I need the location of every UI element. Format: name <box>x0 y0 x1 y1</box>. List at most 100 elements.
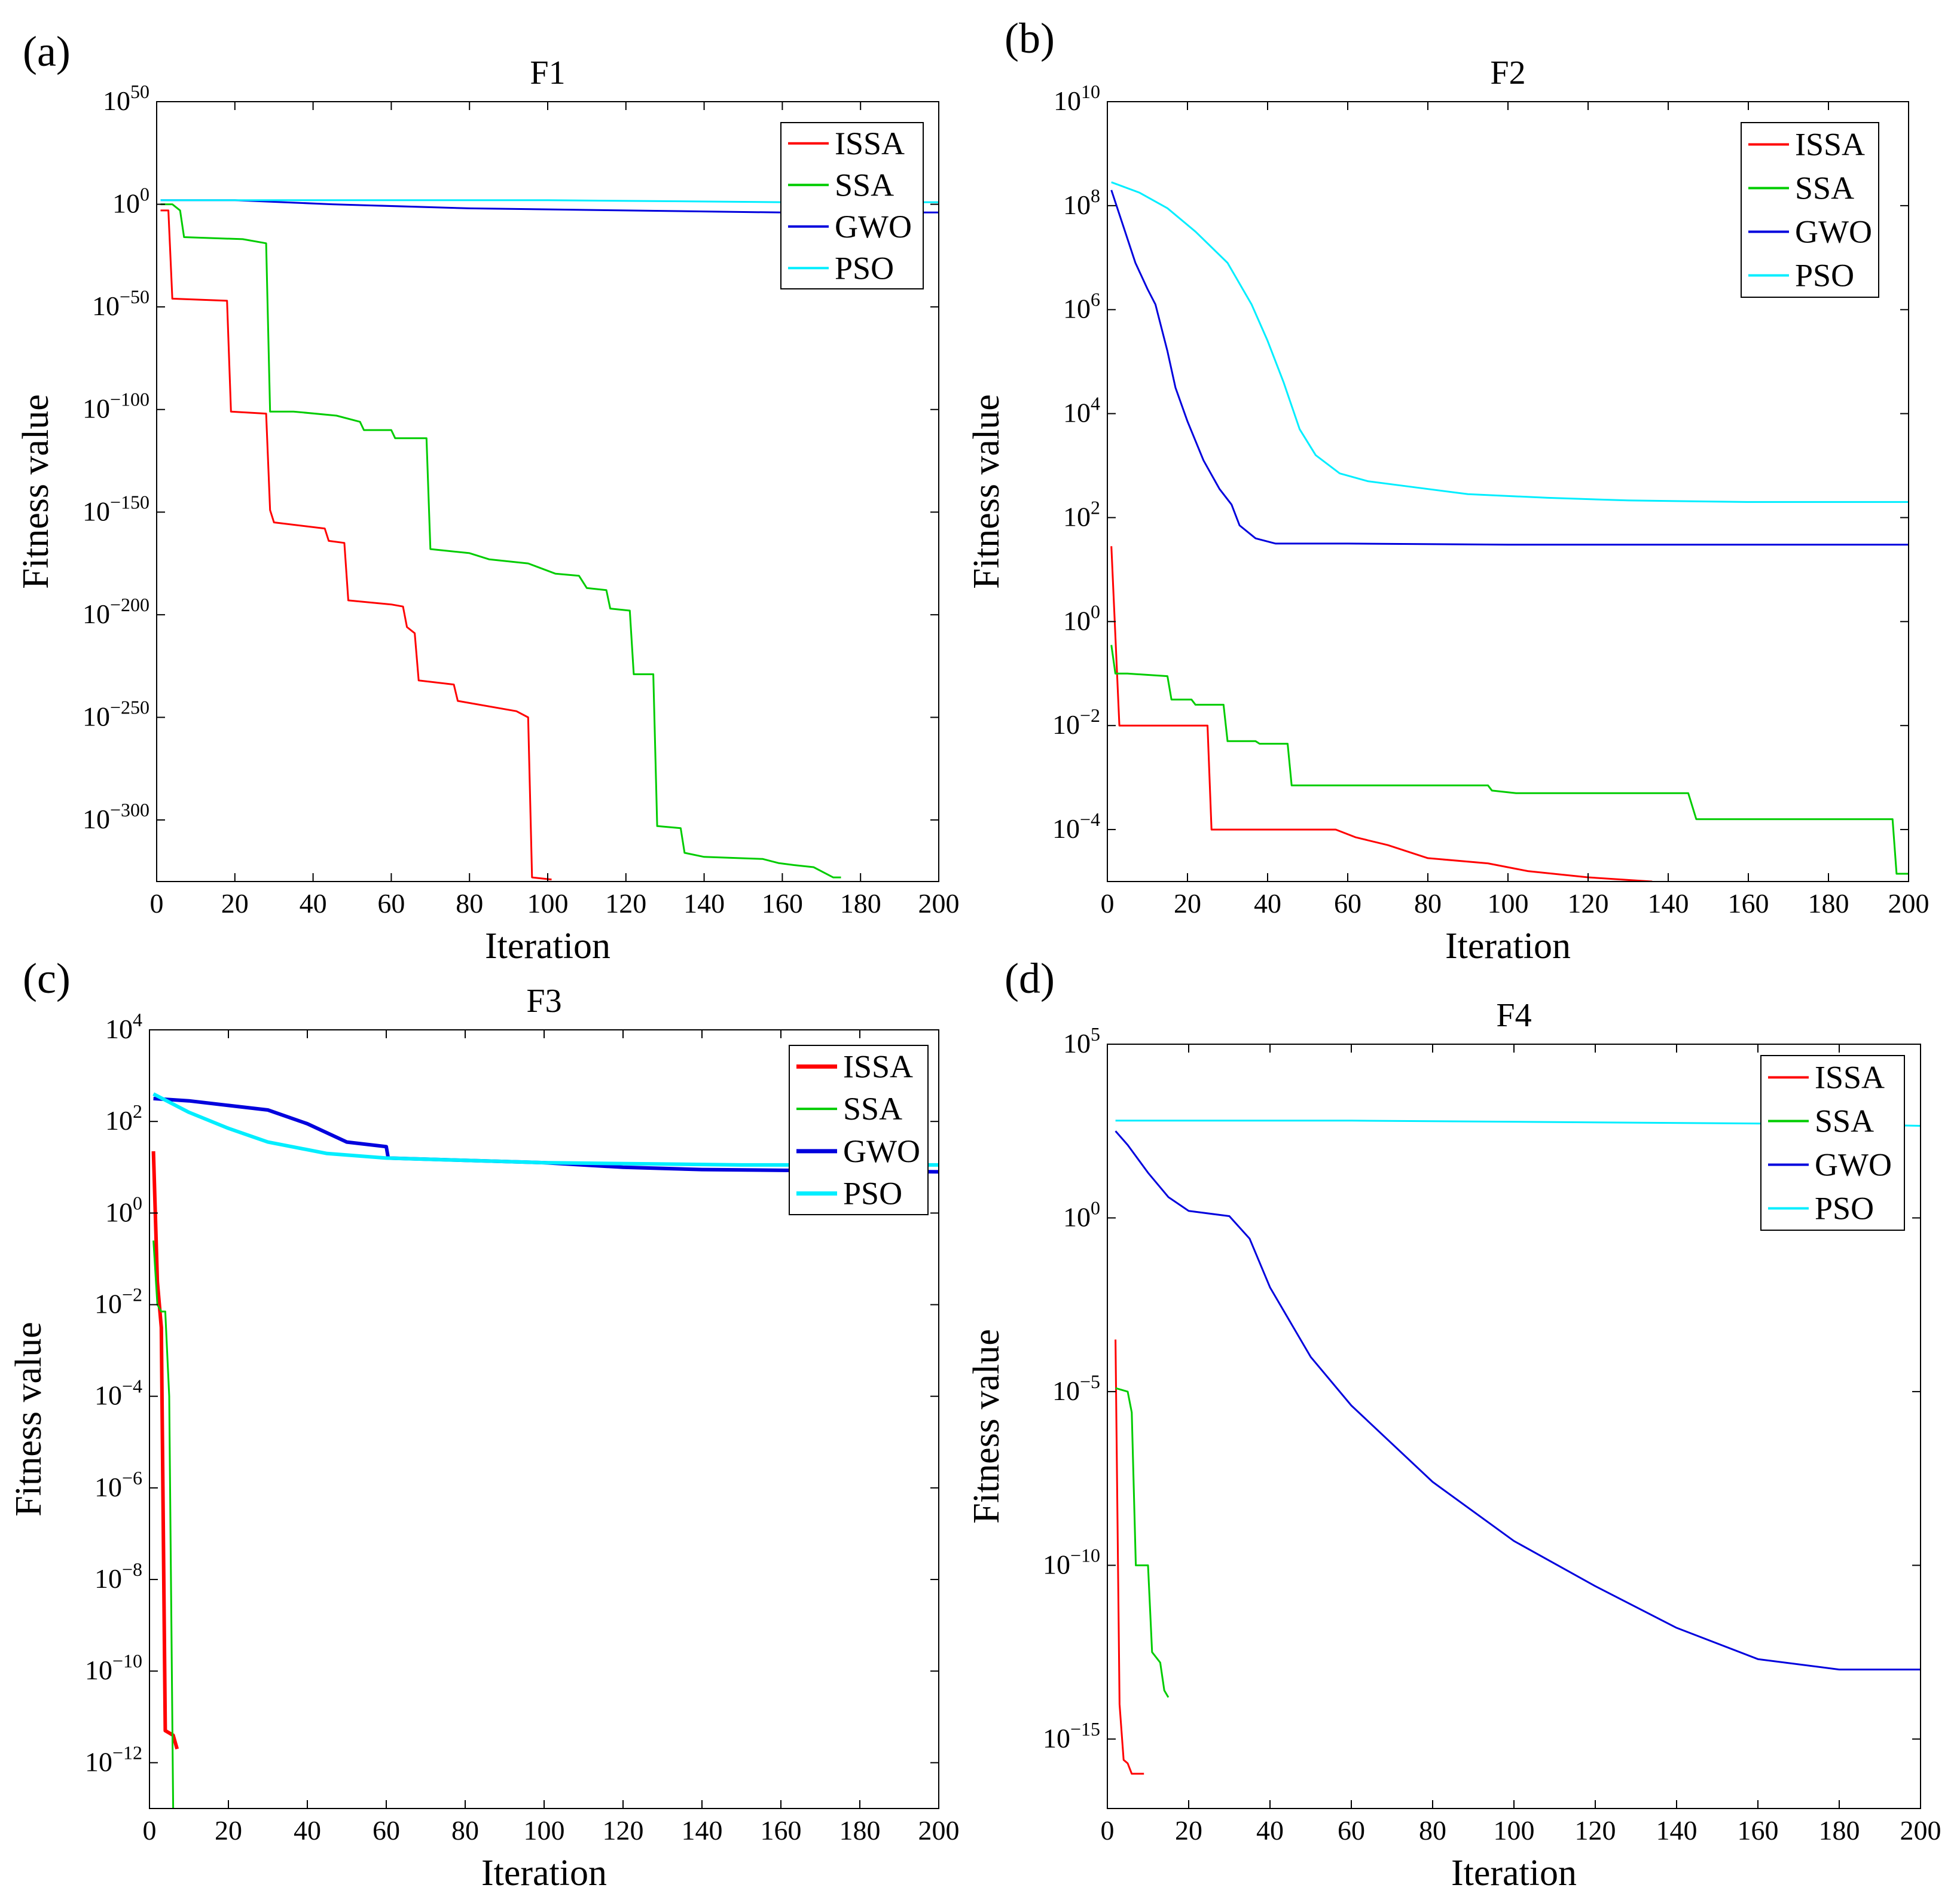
y-tick-label: 105 <box>1063 1023 1100 1059</box>
legend-box <box>780 122 924 289</box>
chart-panel-1: (a) F1 0 20 40 60 80 100 120 140 160 180 200 1050 100 1… <box>16 28 960 966</box>
x-tick-label: 120 <box>1568 888 1609 919</box>
y-axis-label: Fitness value <box>16 394 56 588</box>
legend-label-issa: ISSA <box>1815 1060 1885 1096</box>
chart-title: F2 <box>1490 54 1525 92</box>
legend-label-ssa: SSA <box>843 1091 902 1127</box>
y-tick-label: 100 <box>112 184 149 219</box>
legend-label-ssa: SSA <box>835 167 894 203</box>
x-tick-label: 180 <box>840 888 881 919</box>
y-tick-label: 10−150 <box>83 491 149 526</box>
x-tick-label: 40 <box>1256 1815 1284 1846</box>
legend-box <box>1760 1055 1905 1231</box>
panel-label: (a) <box>23 28 71 75</box>
x-tick-label: 180 <box>839 1815 881 1846</box>
series-line-issa <box>1110 546 1653 882</box>
x-tick-label: 120 <box>1575 1815 1616 1846</box>
legend-label-gwo: GWO <box>1815 1147 1892 1183</box>
y-tick-label: 10−10 <box>1043 1544 1100 1579</box>
x-tick-label: 80 <box>1419 1815 1446 1846</box>
x-axis-label: Iteration <box>485 926 610 966</box>
x-tick-label: 120 <box>603 1815 644 1846</box>
x-tick-label: 100 <box>524 1815 565 1846</box>
panel-label: (d) <box>1005 954 1055 1002</box>
y-tick-label: 104 <box>1063 393 1100 428</box>
legend: ISSA SSA GWO PSO <box>780 122 924 289</box>
legend-label-pso: PSO <box>843 1176 902 1212</box>
y-tick-label: 100 <box>105 1192 142 1227</box>
legend-label-gwo: GWO <box>835 209 912 245</box>
x-tick-label: 80 <box>456 888 483 919</box>
y-tick-label: 10−6 <box>94 1467 142 1502</box>
y-tick-label: 10−250 <box>83 696 149 731</box>
x-tick-label: 140 <box>683 888 725 919</box>
x-tick-label: 0 <box>143 1815 157 1846</box>
legend-label-issa: ISSA <box>843 1048 913 1084</box>
y-tick-label: 10−8 <box>94 1559 142 1594</box>
series-line-issa <box>160 209 552 881</box>
series-line-gwo <box>1110 190 1909 546</box>
x-tick-label: 80 <box>451 1815 479 1846</box>
x-tick-label: 200 <box>918 888 960 919</box>
legend-box <box>1741 122 1879 298</box>
legend-label-issa: ISSA <box>835 126 905 161</box>
x-tick-label: 20 <box>1175 1815 1202 1846</box>
chart-panel-2: (b) F2 0 20 40 60 80 100 120 140 160 180 200 1010 108 1… <box>966 14 1930 966</box>
y-axis-label: Fitness value <box>966 1329 1007 1523</box>
panel-label: (b) <box>1005 14 1055 62</box>
x-axis-label: Iteration <box>1445 926 1571 966</box>
x-tick-label: 100 <box>527 888 569 919</box>
y-tick-label: 10−10 <box>85 1650 142 1685</box>
x-tick-label: 0 <box>1101 888 1115 919</box>
series-line-ssa <box>1110 645 1909 875</box>
panel-label: (c) <box>23 954 71 1002</box>
x-tick-label: 180 <box>1808 888 1849 919</box>
x-tick-label: 60 <box>1338 1815 1365 1846</box>
x-tick-label: 80 <box>1414 888 1442 919</box>
x-tick-label: 60 <box>377 888 405 919</box>
y-tick-label: 10−2 <box>94 1284 142 1319</box>
series-line-issa <box>1115 1339 1144 1775</box>
series-line-pso <box>152 1092 939 1167</box>
y-tick-label: 100 <box>1063 600 1100 636</box>
legend: ISSA SSA GWO PSO <box>1760 1055 1905 1231</box>
y-axis-label: Fitness value <box>966 394 1007 588</box>
x-tick-label: 160 <box>1728 888 1769 919</box>
y-tick-label: 10−12 <box>85 1742 142 1777</box>
x-tick-label: 60 <box>1334 888 1361 919</box>
y-tick-label: 100 <box>1063 1197 1100 1232</box>
legend-box <box>789 1045 929 1215</box>
chart-panel-4: (d) F4 0 20 40 60 80 100 120 140 160 180 200 105 100 10… <box>966 954 1941 1893</box>
x-tick-label: 140 <box>682 1815 723 1846</box>
y-tick-label: 10−200 <box>83 594 149 629</box>
y-tick-label: 10−4 <box>94 1376 142 1411</box>
chart-title: F1 <box>530 54 565 92</box>
series-line-ssa <box>152 1240 175 1809</box>
y-tick-label: 102 <box>105 1100 142 1136</box>
x-axis-label: Iteration <box>481 1853 607 1893</box>
x-tick-label: 160 <box>1738 1815 1779 1846</box>
y-tick-label: 10−2 <box>1052 705 1100 740</box>
x-tick-label: 60 <box>373 1815 400 1846</box>
y-tick-label: 108 <box>1063 185 1100 220</box>
legend: ISSA SSA GWO PSO <box>789 1045 929 1215</box>
y-tick-label: 10−50 <box>92 286 149 321</box>
series-line-gwo <box>153 1096 939 1174</box>
series-line-issa <box>151 1151 179 1750</box>
y-tick-label: 1010 <box>1054 81 1100 116</box>
x-tick-label: 0 <box>150 888 164 919</box>
legend-label-pso: PSO <box>835 250 894 286</box>
y-tick-label: 10−5 <box>1052 1371 1100 1406</box>
y-tick-label: 10−100 <box>83 389 149 424</box>
x-tick-label: 100 <box>1494 1815 1535 1846</box>
x-tick-label: 20 <box>221 888 249 919</box>
x-tick-label: 180 <box>1819 1815 1860 1846</box>
y-tick-label: 1050 <box>103 81 149 116</box>
x-tick-label: 40 <box>1254 888 1281 919</box>
y-axis-label: Fitness value <box>8 1322 49 1516</box>
x-axis-label: Iteration <box>1451 1853 1577 1893</box>
x-tick-label: 100 <box>1488 888 1529 919</box>
chart-title: F4 <box>1496 997 1531 1034</box>
legend-label-issa: ISSA <box>1795 127 1865 163</box>
x-tick-label: 200 <box>1900 1815 1941 1846</box>
